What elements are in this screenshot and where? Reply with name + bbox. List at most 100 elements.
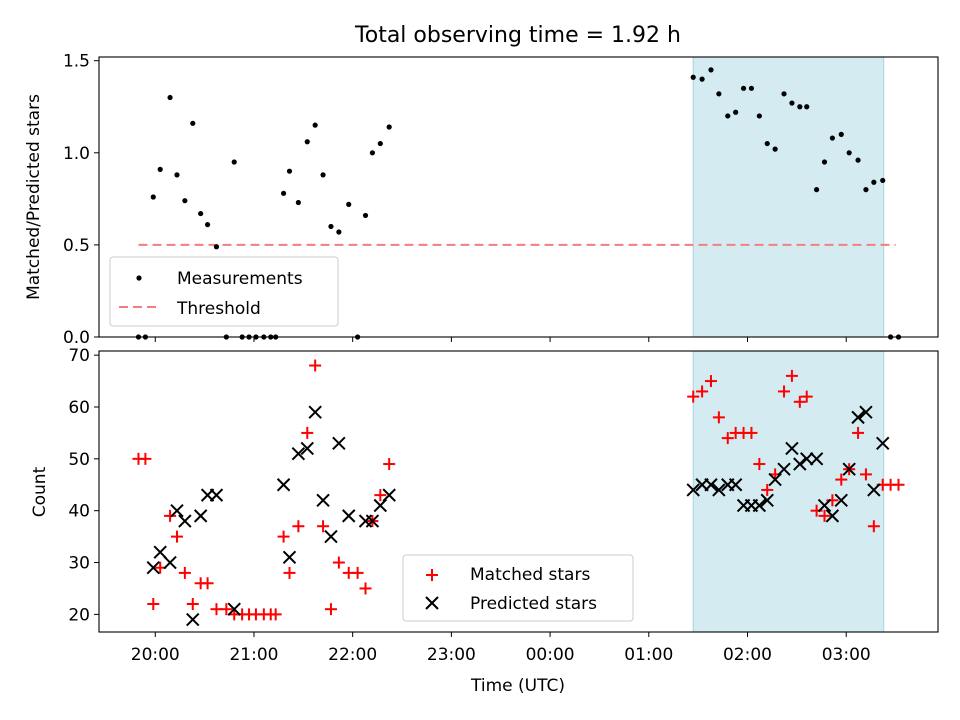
matched-star-point xyxy=(383,458,396,471)
measurement-point xyxy=(772,146,778,152)
predicted-star-point xyxy=(834,493,848,508)
matched-star-point xyxy=(704,375,717,388)
x-tick-label: 02:00 xyxy=(723,645,772,665)
measurement-point xyxy=(789,100,795,106)
measurement-point xyxy=(716,91,722,97)
measurement-point xyxy=(346,201,352,207)
predicted-star-point xyxy=(227,602,241,616)
measurement-point xyxy=(690,74,696,80)
matched-star-point xyxy=(800,390,813,403)
y-tick-label: 70 xyxy=(68,346,90,366)
measurement-point xyxy=(871,179,877,185)
matched-star-point xyxy=(317,520,330,533)
matched-star-point xyxy=(859,468,872,481)
measurement-point xyxy=(829,135,835,141)
measurement-point xyxy=(699,76,705,82)
top-highlight-span xyxy=(692,56,885,338)
y-tick-label: 1.0 xyxy=(63,144,90,164)
measurement-point xyxy=(304,139,310,145)
measurement-point xyxy=(204,222,211,228)
measurement-point xyxy=(286,168,293,174)
measurement-point xyxy=(182,198,188,204)
matched-star-point xyxy=(852,426,865,439)
measurement-point xyxy=(846,150,852,156)
top-axes-frame xyxy=(98,56,939,338)
measurement-point xyxy=(733,109,739,115)
measurement-points xyxy=(135,67,902,340)
measurement-point xyxy=(838,131,844,137)
top-axes: 0.0 0.5 1.0 1.5 Matched/Predicted stars Mea… xyxy=(24,52,939,348)
measurement-point xyxy=(150,194,156,200)
predicted-star-point xyxy=(342,509,356,523)
legend-threshold-label: Threshold xyxy=(176,299,261,319)
bottom-legend-box xyxy=(402,554,634,622)
x-tick-label: 00:00 xyxy=(526,645,575,665)
predicted-star-point xyxy=(876,436,890,450)
predicted-star-point xyxy=(170,503,184,518)
measurement-point xyxy=(764,140,770,147)
matched-star-point xyxy=(186,598,199,611)
matched-star-point xyxy=(892,478,905,491)
y-tick-label: 0.5 xyxy=(63,236,90,256)
predicted-star-point xyxy=(867,483,881,497)
x-tick-label: 21:00 xyxy=(229,645,278,665)
predicted-star-point xyxy=(842,462,856,476)
measurement-point xyxy=(190,120,196,126)
measurement-point xyxy=(863,187,869,193)
matched-star-point xyxy=(374,489,387,502)
predicted-star-point xyxy=(300,441,314,456)
matched-star-point xyxy=(793,395,806,408)
measurement-point xyxy=(157,166,163,172)
bottom-axes: 20 30 40 50 60 70 20:00 21:00 22:00 23:00 00:00 01… xyxy=(30,346,939,696)
matched-star-point xyxy=(178,566,191,579)
matched-star-point xyxy=(201,577,214,590)
measurement-point xyxy=(312,122,318,128)
matched-star-point xyxy=(164,509,177,522)
matched-star-point xyxy=(778,385,791,398)
count-points xyxy=(132,359,905,627)
predicted-star-point xyxy=(728,478,743,492)
measurement-point xyxy=(813,187,820,193)
predicted-star-point xyxy=(163,555,177,570)
x-axis-label: Time (UTC) xyxy=(470,676,565,696)
matched-star-point xyxy=(359,582,372,595)
measurement-point xyxy=(167,94,173,101)
predicted-star-point xyxy=(193,509,208,523)
y-tick-label: 60 xyxy=(68,398,90,418)
predicted-star-point xyxy=(276,478,291,492)
matched-star-point xyxy=(283,566,296,579)
legend-predicted-label: Predicted stars xyxy=(470,594,597,614)
x-tick-label: 20:00 xyxy=(131,645,180,665)
matched-star-point xyxy=(712,411,725,424)
y-tick-label: 40 xyxy=(68,502,90,522)
measurement-point xyxy=(781,91,787,97)
predicted-star-point xyxy=(373,498,388,513)
bottom-axes-frame xyxy=(98,350,939,633)
predicted-star-point xyxy=(178,514,192,528)
predicted-star-point xyxy=(324,529,338,544)
y-tick-label: 0.0 xyxy=(63,328,90,348)
predicted-star-point xyxy=(712,483,726,497)
bottom-y-axis-label: Count xyxy=(30,466,50,517)
x-tick-label: 01:00 xyxy=(624,645,673,665)
measurement-point xyxy=(756,113,762,119)
matched-star-point xyxy=(785,369,798,382)
bottom-highlight-span xyxy=(692,350,885,633)
y-tick-label: 1.5 xyxy=(63,52,90,72)
matched-star-point xyxy=(269,608,282,621)
measurement-point xyxy=(369,150,376,156)
measurement-point xyxy=(708,67,714,73)
predicted-star-point xyxy=(777,462,791,476)
matched-star-point xyxy=(147,598,160,611)
predicted-star-point xyxy=(704,478,718,492)
measurement-point xyxy=(213,244,220,250)
predicted-star-point xyxy=(817,498,832,513)
measurement-point xyxy=(880,177,886,184)
measurement-point xyxy=(797,104,803,110)
legend-matched-label: Matched stars xyxy=(470,565,590,585)
predicted-star-point xyxy=(686,483,700,497)
y-tick-label: 50 xyxy=(68,450,90,470)
predicted-star-point xyxy=(153,545,167,559)
top-y-ticks: 0.0 0.5 1.0 1.5 xyxy=(63,52,99,348)
